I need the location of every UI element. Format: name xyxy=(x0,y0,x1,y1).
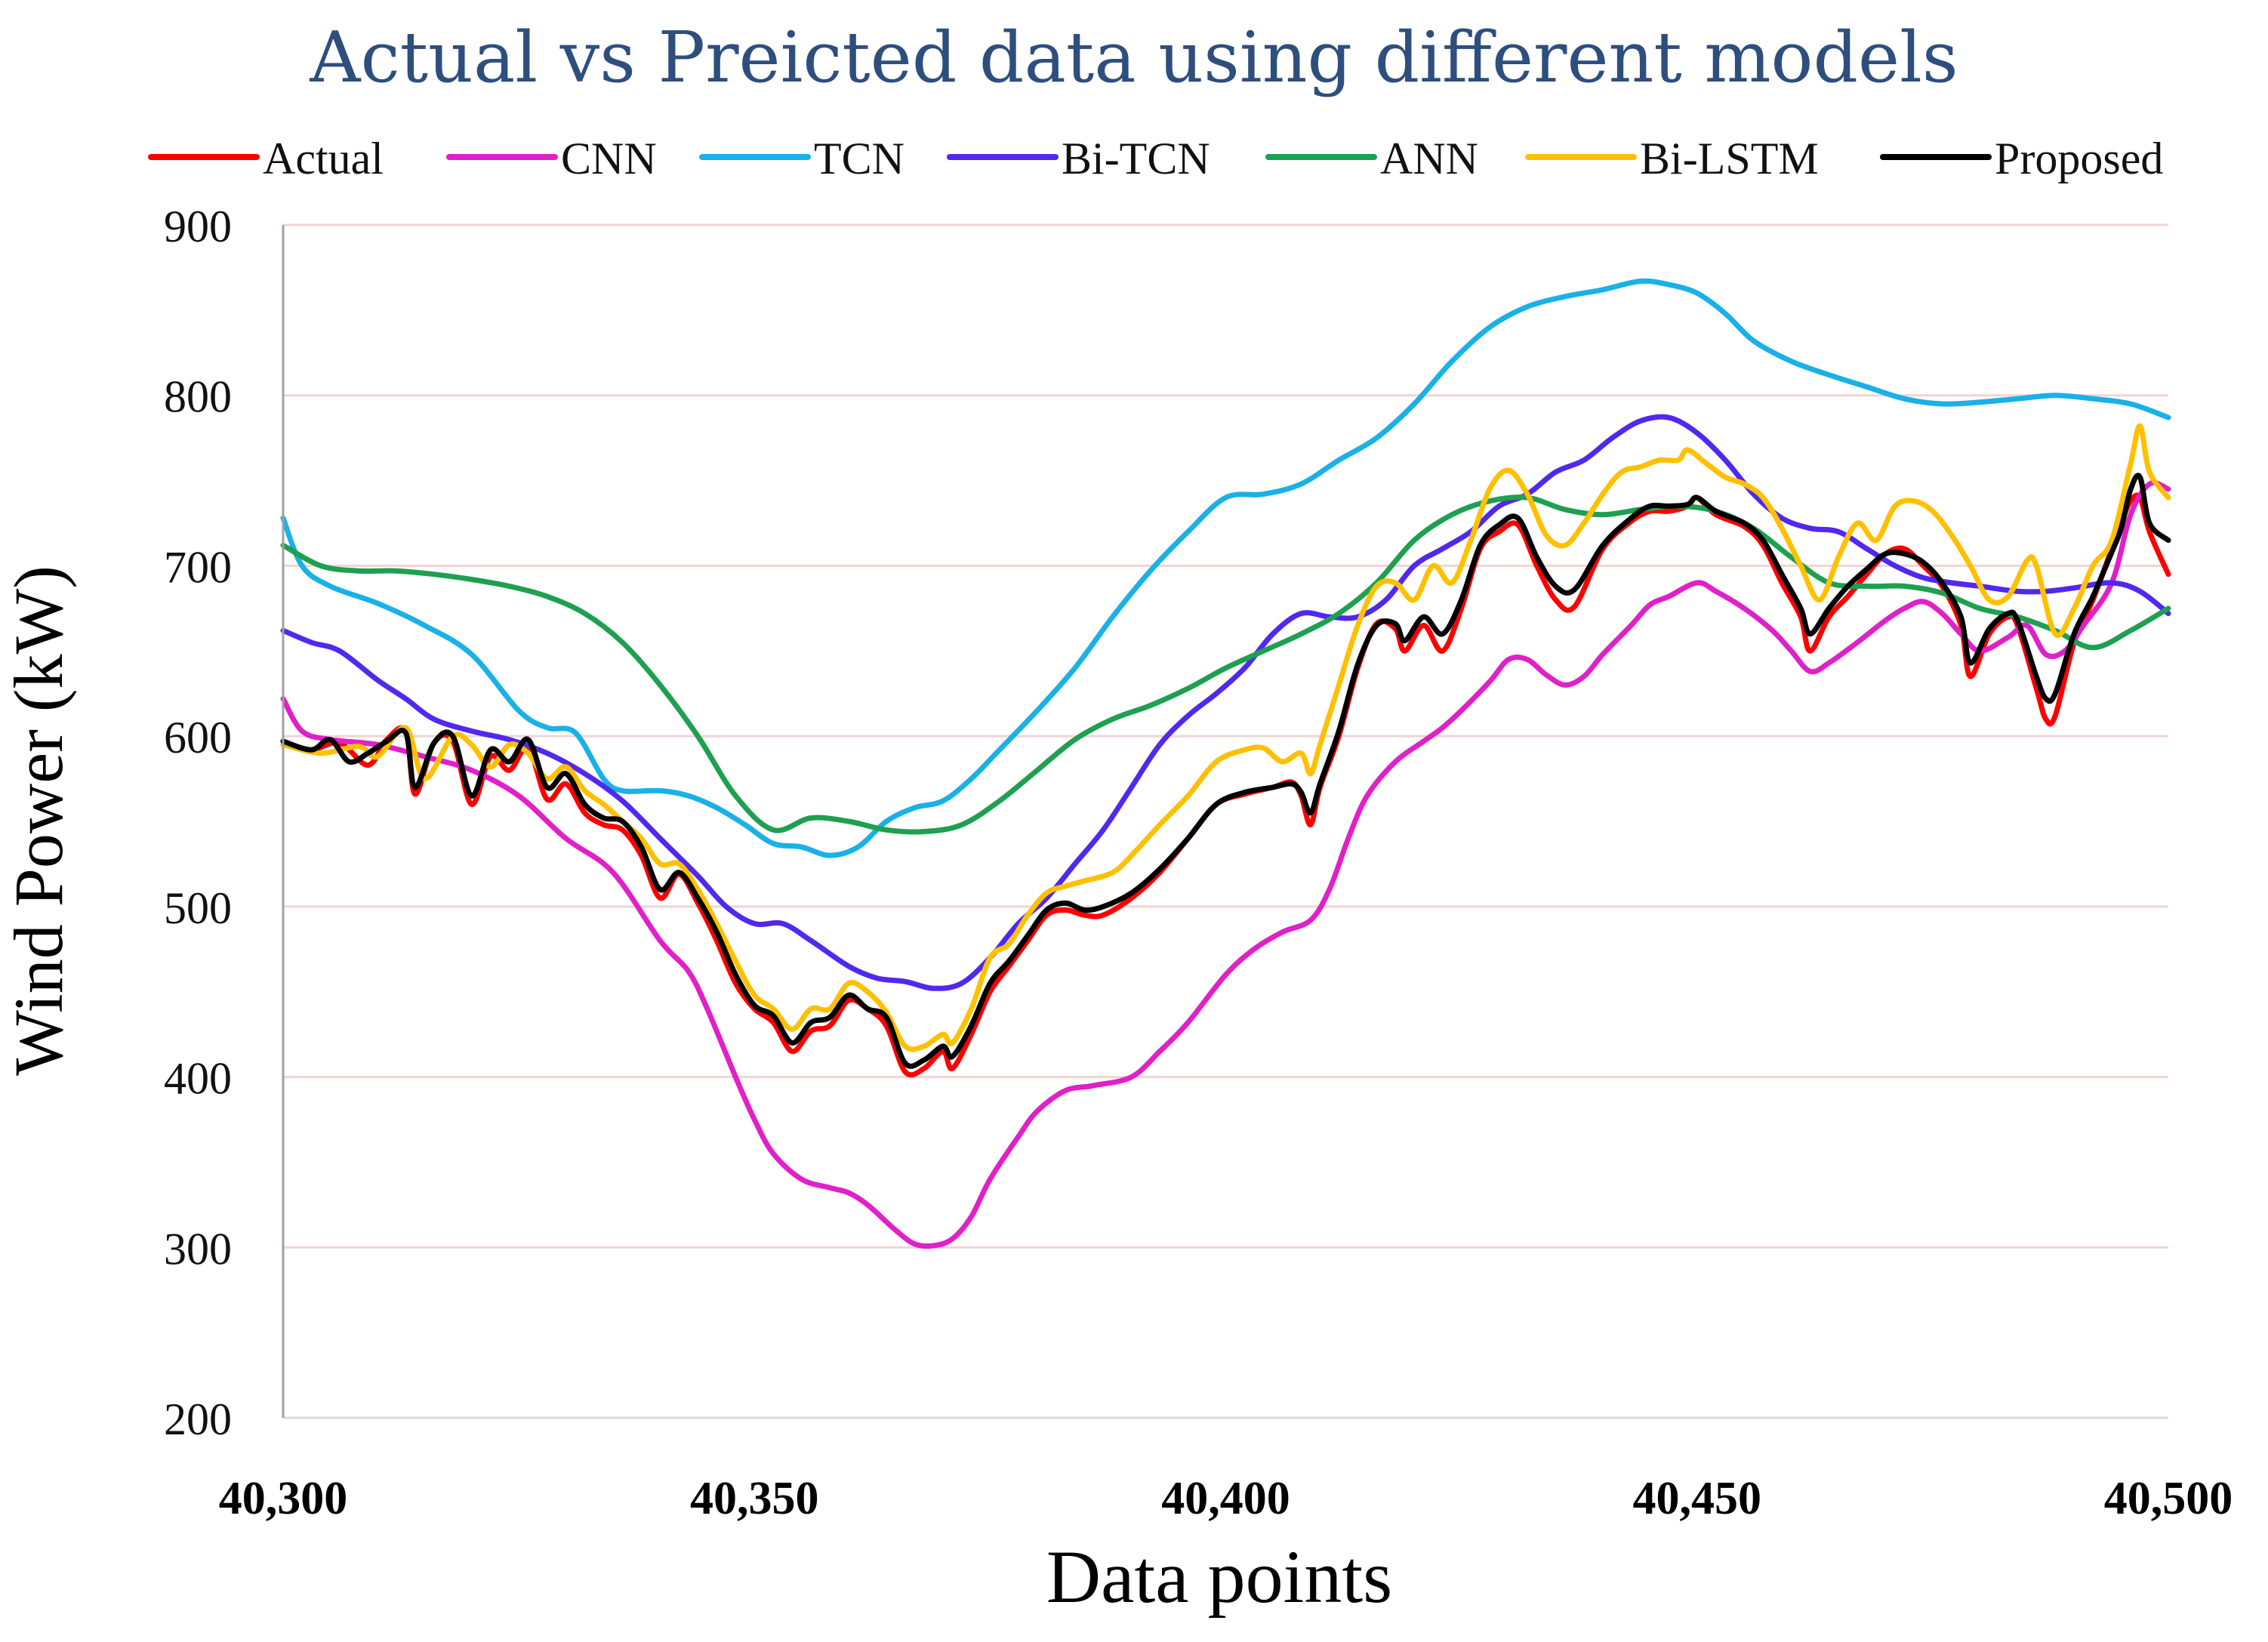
legend-label-ann: ANN xyxy=(1380,134,1478,183)
y-tick-label: 600 xyxy=(164,713,232,762)
series-line-tcn xyxy=(280,278,2171,858)
legend-label-tcn: TCN xyxy=(814,134,904,183)
x-tick-label: 40,300 xyxy=(219,1473,348,1524)
x-axis-label: Data points xyxy=(1046,1535,1392,1619)
chart-title: Actual vs Preicted data using different … xyxy=(309,17,1958,98)
y-axis-label: Wind Power (kW) xyxy=(0,565,77,1076)
legend-label-actual: Actual xyxy=(263,134,384,183)
legend: Actual CNN TCN Bi-TCN ANN Bi-LSTM Proposed xyxy=(148,134,2163,183)
y-tick-label: 300 xyxy=(164,1224,232,1274)
y-axis-ticks: 200 300 400 500 600 700 800 900 xyxy=(164,202,232,1444)
x-tick-label: 40,500 xyxy=(2104,1473,2233,1524)
legend-label-bi-lstm: Bi-LSTM xyxy=(1640,134,1819,183)
legend-label-proposed: Proposed xyxy=(1995,134,2163,183)
x-tick-label: 40,400 xyxy=(1161,1473,1290,1524)
x-tick-label: 40,350 xyxy=(690,1473,819,1524)
x-tick-label: 40,450 xyxy=(1633,1473,1762,1524)
y-tick-label: 200 xyxy=(164,1394,232,1444)
y-tick-label: 500 xyxy=(164,883,232,933)
y-tick-label: 400 xyxy=(164,1054,232,1104)
legend-label-cnn: CNN xyxy=(561,134,657,183)
y-tick-label: 800 xyxy=(164,372,232,422)
y-tick-label: 900 xyxy=(164,202,232,251)
y-tick-label: 700 xyxy=(164,542,232,592)
grid-lines xyxy=(283,223,2168,1419)
series-line-proposed xyxy=(280,473,2171,1069)
legend-label-bi-tcn: Bi-TCN xyxy=(1062,134,1210,183)
series-lines xyxy=(280,278,2171,1249)
x-axis-ticks: 40,300 40,350 40,400 40,450 40,500 xyxy=(219,1473,2233,1524)
series-line-cnn xyxy=(280,480,2171,1249)
series-line-bi-lstm xyxy=(280,423,2171,1052)
